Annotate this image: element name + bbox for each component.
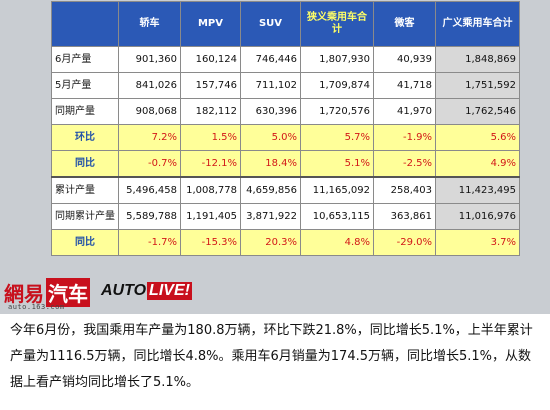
header-sedan: 轿车 bbox=[118, 1, 181, 47]
table-cell: -12.1% bbox=[180, 150, 241, 178]
header-minivan: 微客 bbox=[373, 1, 436, 47]
row-label: 环比 bbox=[51, 124, 119, 151]
autolive-logo-a: AUTO bbox=[101, 282, 147, 299]
table-cell: 3.7% bbox=[435, 229, 520, 256]
netease-logo-text: 網易 bbox=[4, 282, 44, 306]
table-cell: 841,026 bbox=[118, 72, 181, 99]
table-cell: 4.9% bbox=[435, 150, 520, 178]
table-row: 同比 -0.7% -12.1% 18.4% 5.1% -2.5% 4.9% bbox=[51, 150, 520, 178]
row-label: 6月产量 bbox=[51, 46, 119, 73]
header-narrow-total: 狭义乘用车合计 bbox=[300, 1, 374, 47]
table-row: 环比 7.2% 1.5% 5.0% 5.7% -1.9% 5.6% bbox=[51, 124, 520, 151]
header-row: 轿车 MPV SUV 狭义乘用车合计 微客 广义乘用车合计 bbox=[51, 1, 520, 47]
table-cell: 630,396 bbox=[240, 98, 301, 125]
table-cell: 1,008,778 bbox=[180, 176, 241, 204]
table-cell: 908,068 bbox=[118, 98, 181, 125]
row-label: 同期累计产量 bbox=[51, 203, 119, 230]
table-cell: 41,970 bbox=[373, 98, 436, 125]
table-cell: 7.2% bbox=[118, 124, 181, 151]
row-label: 同比 bbox=[51, 150, 119, 178]
row-label: 5月产量 bbox=[51, 72, 119, 99]
row-label: 同期产量 bbox=[51, 98, 119, 125]
table-cell: 3,871,922 bbox=[240, 203, 301, 230]
table-cell: 5.0% bbox=[240, 124, 301, 151]
table-cell: 157,746 bbox=[180, 72, 241, 99]
table-cell: -0.7% bbox=[118, 150, 181, 178]
table-cell: 11,016,976 bbox=[435, 203, 520, 230]
table-cell: 4.8% bbox=[300, 229, 374, 256]
table-row: 累计产量 5,496,458 1,008,778 4,659,856 11,165,09… bbox=[51, 176, 520, 204]
table-cell: 5.7% bbox=[300, 124, 374, 151]
table-cell: 746,446 bbox=[240, 46, 301, 73]
table-cell: -15.3% bbox=[180, 229, 241, 256]
table-cell: 5,589,788 bbox=[118, 203, 181, 230]
table-cell: 160,124 bbox=[180, 46, 241, 73]
autolive-logo-b: LIVE! bbox=[147, 282, 192, 300]
table-cell: 18.4% bbox=[240, 150, 301, 178]
header-corner bbox=[51, 1, 119, 47]
header-suv: SUV bbox=[240, 1, 301, 47]
table-cell: 5.6% bbox=[435, 124, 520, 151]
caption-text: 今年6月份，我国乘用车产量为180.8万辆，环比下跌21.8%，同比增长5.1%… bbox=[10, 323, 533, 390]
header-broad-total: 广义乘用车合计 bbox=[435, 1, 520, 47]
table-cell: 182,112 bbox=[180, 98, 241, 125]
table-row: 同期产量 908,068 182,112 630,396 1,720,576 41,970… bbox=[51, 98, 520, 125]
production-table: 轿车 MPV SUV 狭义乘用车合计 微客 广义乘用车合计 6月产量 901,36… bbox=[51, 1, 520, 256]
netease-logo-url: auto.163.com bbox=[8, 303, 65, 311]
table-cell: 1.5% bbox=[180, 124, 241, 151]
table-cell: 1,762,546 bbox=[435, 98, 520, 125]
netease-auto-logo: 網易 汽车 bbox=[4, 278, 90, 307]
table-panel: 轿车 MPV SUV 狭义乘用车合计 微客 广义乘用车合计 6月产量 901,36… bbox=[0, 0, 550, 270]
table-cell: 1,848,869 bbox=[435, 46, 520, 73]
table-cell: 11,165,092 bbox=[300, 176, 374, 204]
table-cell: 711,102 bbox=[240, 72, 301, 99]
table-cell: -1.7% bbox=[118, 229, 181, 256]
table-cell: 40,939 bbox=[373, 46, 436, 73]
table-cell: 4,659,856 bbox=[240, 176, 301, 204]
row-label: 同比 bbox=[51, 229, 119, 256]
table-cell: 20.3% bbox=[240, 229, 301, 256]
table-cell: -2.5% bbox=[373, 150, 436, 178]
table-cell: 901,360 bbox=[118, 46, 181, 73]
header-mpv: MPV bbox=[180, 1, 241, 47]
table-cell: 5.1% bbox=[300, 150, 374, 178]
logo-bar: 網易 汽车 auto.163.com AUTO LIVE! bbox=[0, 270, 550, 314]
table-row: 6月产量 901,360 160,124 746,446 1,807,930 40,939… bbox=[51, 46, 520, 73]
autolive-logo: AUTO LIVE! bbox=[101, 282, 192, 300]
table-cell: -1.9% bbox=[373, 124, 436, 151]
table-cell: 41,718 bbox=[373, 72, 436, 99]
table-cell: 1,709,874 bbox=[300, 72, 374, 99]
table-cell: 11,423,495 bbox=[435, 176, 520, 204]
table-cell: 1,751,592 bbox=[435, 72, 520, 99]
table-row: 同比 -1.7% -15.3% 20.3% 4.8% -29.0% 3.7% bbox=[51, 229, 520, 256]
table-cell: 258,403 bbox=[373, 176, 436, 204]
table-row: 5月产量 841,026 157,746 711,102 1,709,874 41,718… bbox=[51, 72, 520, 99]
netease-logo-auto: 汽车 bbox=[46, 278, 90, 307]
table-cell: 10,653,115 bbox=[300, 203, 374, 230]
table-row: 同期累计产量 5,589,788 1,191,405 3,871,922 10,653,… bbox=[51, 203, 520, 230]
table-cell: 1,720,576 bbox=[300, 98, 374, 125]
row-label: 累计产量 bbox=[51, 176, 119, 204]
table-cell: 5,496,458 bbox=[118, 176, 181, 204]
table-cell: 1,191,405 bbox=[180, 203, 241, 230]
table-cell: 1,807,930 bbox=[300, 46, 374, 73]
table-cell: 363,861 bbox=[373, 203, 436, 230]
table-cell: -29.0% bbox=[373, 229, 436, 256]
